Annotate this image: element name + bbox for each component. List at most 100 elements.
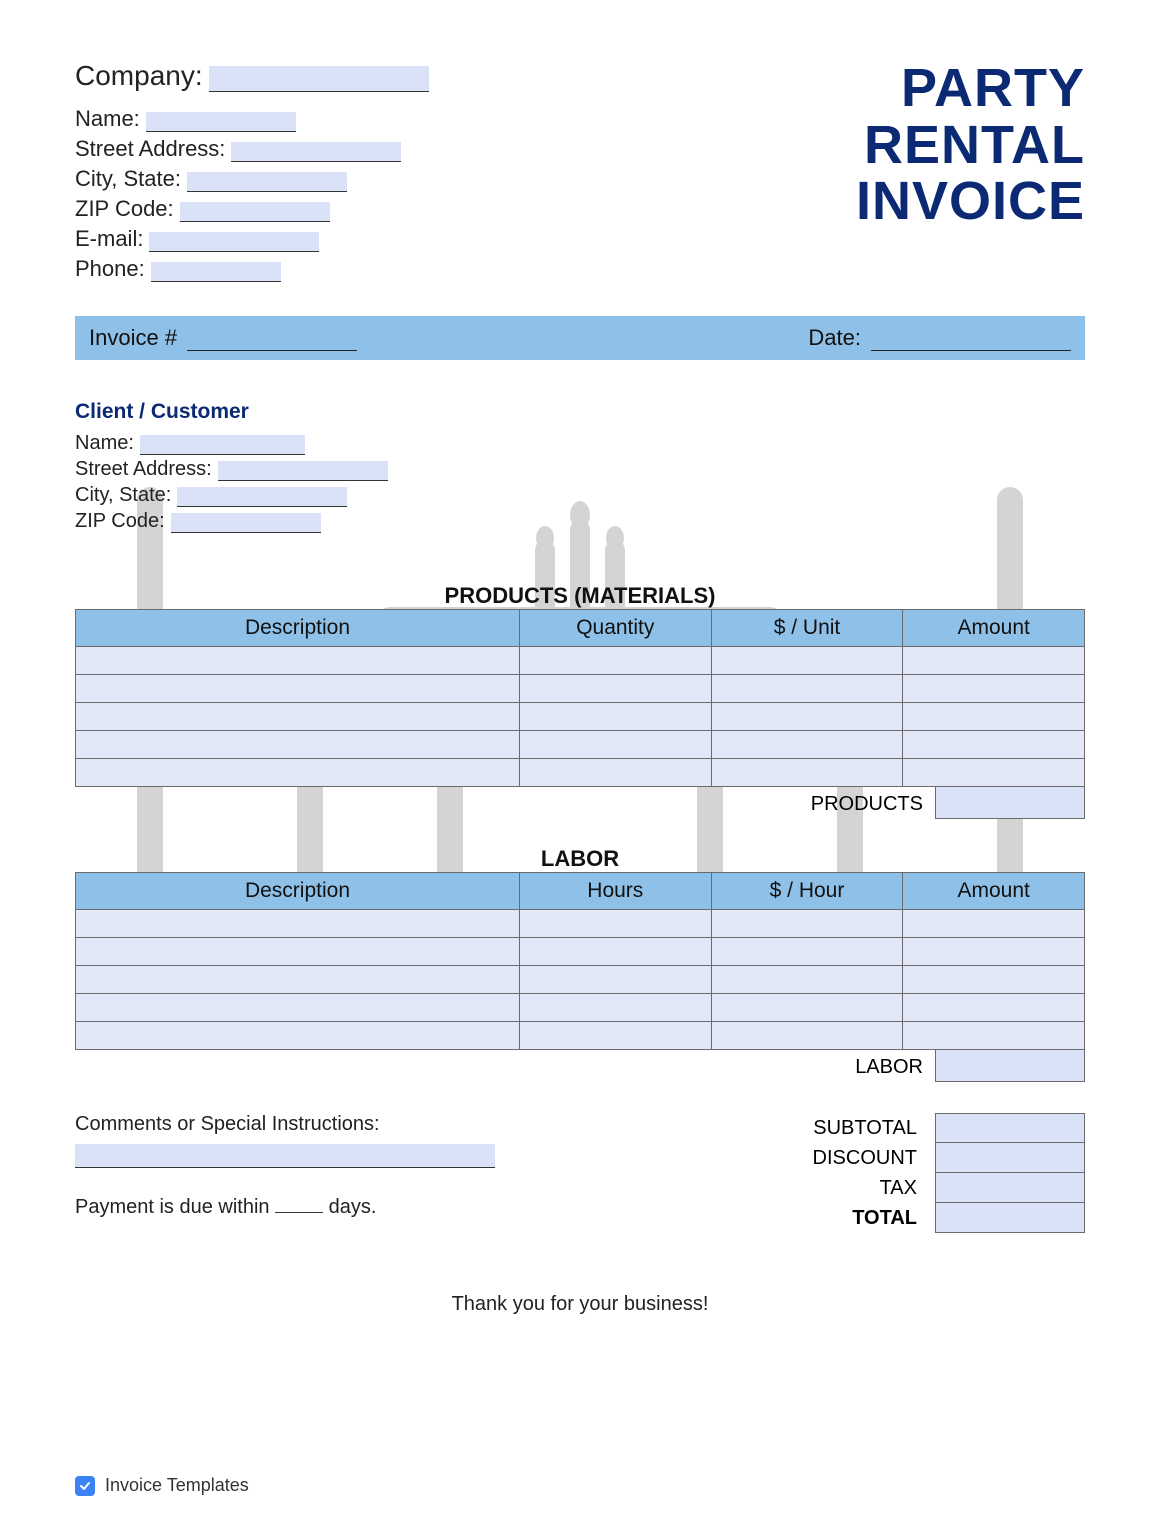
table-row xyxy=(76,1022,1085,1050)
brand-text: Invoice Templates xyxy=(105,1475,249,1496)
table-cell[interactable] xyxy=(711,759,903,787)
discount-label: DISCOUNT xyxy=(765,1147,935,1170)
table-cell[interactable] xyxy=(519,703,711,731)
totals-block: SUBTOTAL DISCOUNT TAX TOTAL xyxy=(681,1113,1085,1233)
table-cell[interactable] xyxy=(903,910,1085,938)
table-cell[interactable] xyxy=(903,675,1085,703)
table-cell[interactable] xyxy=(519,966,711,994)
company-street-input[interactable] xyxy=(231,142,401,162)
table-row xyxy=(76,910,1085,938)
table-cell[interactable] xyxy=(903,966,1085,994)
zip-label: ZIP Code: xyxy=(75,196,174,222)
labor-tbody xyxy=(76,910,1085,1050)
table-cell[interactable] xyxy=(519,994,711,1022)
comments-block: Comments or Special Instructions: Paymen… xyxy=(75,1113,600,1233)
table-cell[interactable] xyxy=(519,731,711,759)
table-cell[interactable] xyxy=(903,759,1085,787)
comments-label: Comments or Special Instructions: xyxy=(75,1113,600,1136)
table-cell[interactable] xyxy=(76,759,520,787)
table-cell[interactable] xyxy=(711,994,903,1022)
table-cell[interactable] xyxy=(903,703,1085,731)
payment-suffix: days. xyxy=(329,1196,377,1218)
discount-box[interactable] xyxy=(935,1143,1085,1173)
table-cell[interactable] xyxy=(903,938,1085,966)
table-cell[interactable] xyxy=(903,994,1085,1022)
client-street-label: Street Address: xyxy=(75,458,212,481)
table-cell[interactable] xyxy=(711,910,903,938)
company-name-input[interactable] xyxy=(146,112,296,132)
email-label: E-mail: xyxy=(75,226,143,252)
table-cell[interactable] xyxy=(76,647,520,675)
footer-brand: Invoice Templates xyxy=(75,1475,249,1496)
table-cell[interactable] xyxy=(711,675,903,703)
table-row xyxy=(76,938,1085,966)
products-col-quantity: Quantity xyxy=(519,610,711,647)
subtotal-box[interactable] xyxy=(935,1113,1085,1143)
brand-logo-icon xyxy=(75,1476,95,1496)
phone-label: Phone: xyxy=(75,256,145,282)
company-input[interactable] xyxy=(209,66,429,92)
company-phone-input[interactable] xyxy=(151,262,281,282)
total-box[interactable] xyxy=(935,1203,1085,1233)
table-cell[interactable] xyxy=(711,731,903,759)
labor-col-amount: Amount xyxy=(903,873,1085,910)
table-cell[interactable] xyxy=(519,938,711,966)
table-cell[interactable] xyxy=(903,731,1085,759)
products-title: PRODUCTS (MATERIALS) xyxy=(75,583,1085,609)
table-cell[interactable] xyxy=(903,647,1085,675)
company-block: Company: Name: Street Address: City, Sta… xyxy=(75,60,429,286)
table-cell[interactable] xyxy=(711,1022,903,1050)
table-cell[interactable] xyxy=(711,647,903,675)
products-col-amount: Amount xyxy=(903,610,1085,647)
table-cell[interactable] xyxy=(519,1022,711,1050)
total-label: TOTAL xyxy=(765,1207,935,1230)
company-zip-input[interactable] xyxy=(180,202,330,222)
client-zip-input[interactable] xyxy=(171,513,321,533)
thank-you-text: Thank you for your business! xyxy=(75,1293,1085,1316)
table-row xyxy=(76,759,1085,787)
table-cell[interactable] xyxy=(76,994,520,1022)
table-cell[interactable] xyxy=(711,703,903,731)
client-street-input[interactable] xyxy=(218,461,388,481)
street-label: Street Address: xyxy=(75,136,225,162)
table-cell[interactable] xyxy=(903,1022,1085,1050)
client-block: Client / Customer Name: Street Address: … xyxy=(75,400,1085,533)
table-cell[interactable] xyxy=(76,910,520,938)
products-subtotal-label: PRODUCTS xyxy=(755,787,935,822)
comments-input[interactable] xyxy=(75,1144,495,1168)
table-cell[interactable] xyxy=(76,938,520,966)
table-cell[interactable] xyxy=(711,966,903,994)
table-cell[interactable] xyxy=(76,1022,520,1050)
table-cell[interactable] xyxy=(519,675,711,703)
labor-subtotal-label: LABOR xyxy=(755,1050,935,1085)
table-cell[interactable] xyxy=(519,910,711,938)
table-cell[interactable] xyxy=(76,731,520,759)
company-label: Company: xyxy=(75,60,203,92)
labor-subtotal-box[interactable] xyxy=(935,1050,1085,1082)
table-cell[interactable] xyxy=(76,675,520,703)
title-line-2: RENTAL xyxy=(856,117,1085,174)
company-city-input[interactable] xyxy=(187,172,347,192)
company-email-input[interactable] xyxy=(149,232,319,252)
table-cell[interactable] xyxy=(519,647,711,675)
payment-days-input[interactable] xyxy=(275,1212,323,1213)
tax-label: TAX xyxy=(765,1177,935,1200)
table-cell[interactable] xyxy=(76,966,520,994)
labor-title: LABOR xyxy=(75,846,1085,872)
invoice-number-input[interactable] xyxy=(187,331,357,351)
title-line-3: INVOICE xyxy=(856,173,1085,230)
client-section-title: Client / Customer xyxy=(75,400,1085,424)
products-subtotal-box[interactable] xyxy=(935,787,1085,819)
date-input[interactable] xyxy=(871,331,1071,351)
table-cell[interactable] xyxy=(76,703,520,731)
tax-box[interactable] xyxy=(935,1173,1085,1203)
table-cell[interactable] xyxy=(519,759,711,787)
city-label: City, State: xyxy=(75,166,181,192)
title-line-1: PARTY xyxy=(856,60,1085,117)
name-label: Name: xyxy=(75,106,140,132)
client-name-input[interactable] xyxy=(140,435,305,455)
labor-col-hours: Hours xyxy=(519,873,711,910)
client-city-input[interactable] xyxy=(177,487,347,507)
table-cell[interactable] xyxy=(711,938,903,966)
table-row xyxy=(76,966,1085,994)
